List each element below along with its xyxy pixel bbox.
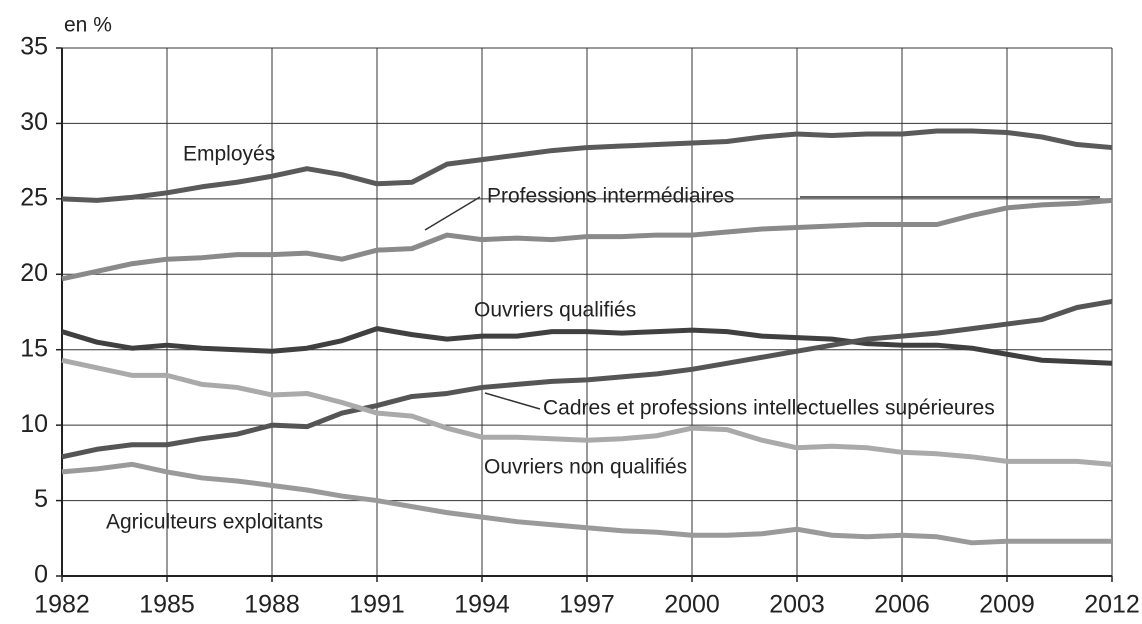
series-line — [61, 357, 1113, 467]
x-tick-label: 2006 — [874, 591, 930, 619]
series-line — [61, 461, 1112, 546]
leader-line — [424, 196, 481, 231]
y-axis-label: en % — [64, 14, 112, 37]
x-tick-label: 2012 — [1084, 591, 1140, 619]
series-label: Professions intermédiaires — [487, 185, 734, 208]
y-tick-label: 25 — [20, 183, 48, 211]
x-tick-label: 1997 — [559, 591, 615, 619]
series-line — [61, 128, 1113, 203]
x-tick-label: 1994 — [454, 591, 510, 619]
y-tick-label: 15 — [20, 334, 48, 362]
series-line — [61, 326, 1113, 366]
series-label: Cadres et professions intellectuelles su… — [543, 397, 995, 420]
leader-line — [484, 392, 541, 410]
y-tick-label: 20 — [20, 259, 48, 287]
x-tick-label: 1988 — [244, 591, 300, 619]
y-tick-label: 10 — [20, 410, 48, 438]
series-line — [61, 197, 1113, 282]
x-tick-label: 2009 — [979, 591, 1035, 619]
x-tick-label: 2003 — [769, 591, 825, 619]
x-tick-label: 1991 — [349, 591, 405, 619]
series-label: Employés — [183, 143, 275, 166]
x-tick-label: 2000 — [664, 591, 720, 619]
y-tick-label: 35 — [20, 33, 48, 61]
y-tick-label: 5 — [34, 485, 48, 513]
x-tick-label: 1985 — [139, 591, 195, 619]
series-label: Ouvriers non qualifiés — [484, 456, 687, 479]
series-label: Ouvriers qualifiés — [474, 299, 636, 322]
y-tick-label: 30 — [20, 108, 48, 136]
series-line — [61, 298, 1113, 460]
x-tick-label: 1982 — [34, 591, 90, 619]
series-label: Agriculteurs exploitants — [106, 511, 323, 534]
y-tick-label: 0 — [34, 561, 48, 589]
